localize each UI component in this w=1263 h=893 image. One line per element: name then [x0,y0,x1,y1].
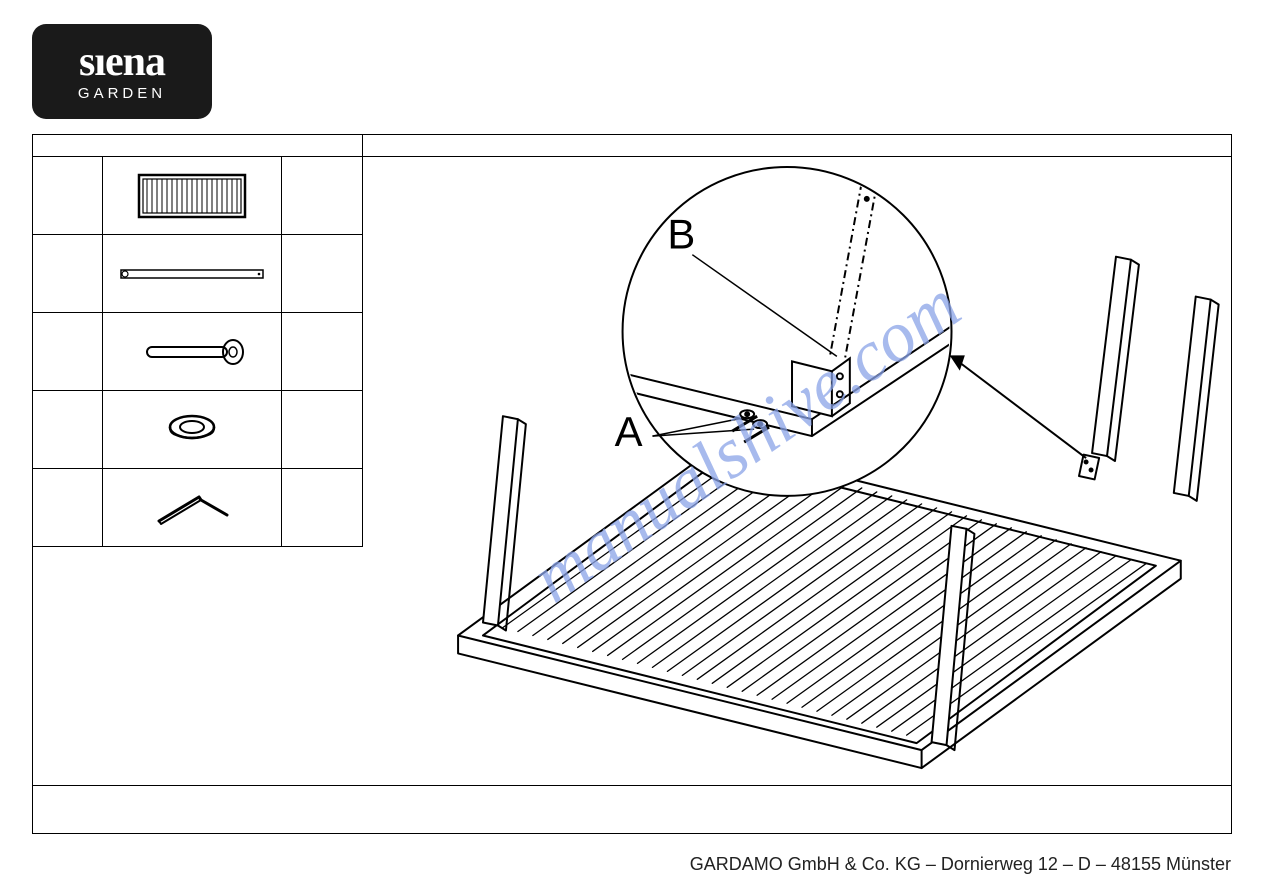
callout-a: A [615,408,643,455]
allen-key-icon [103,469,282,546]
parts-row [33,469,362,547]
brand-sub: GARDEN [78,85,166,102]
parts-row [33,157,362,235]
parts-cell-id [33,391,103,468]
washer-icon [103,391,282,468]
parts-cell-qty [282,391,362,468]
callout-b: B [667,211,695,258]
assembly-diagram: B A [363,157,1231,785]
parts-header [33,135,362,157]
diagram-svg: B A [363,157,1231,785]
parts-row [33,235,362,313]
footer-text: GARDAMO GmbH & Co. KG – Dornierweg 12 – … [690,854,1231,875]
bolt-icon [103,313,282,390]
parts-row [33,313,362,391]
parts-cell-id [33,469,103,546]
page: sıena GARDEN [0,0,1263,893]
brand-name: sıena [79,41,165,83]
parts-cell-id [33,157,103,234]
parts-cell-qty [282,469,362,546]
leg-icon [103,235,282,312]
main-frame: B A [32,134,1232,834]
parts-cell-qty [282,313,362,390]
brand-logo: sıena GARDEN [32,24,212,119]
parts-cell-qty [282,235,362,312]
diagram-header-strip [363,135,1231,157]
tabletop-icon [103,157,282,234]
frame-footer-strip [33,785,1231,833]
parts-cell-id [33,313,103,390]
parts-cell-id [33,235,103,312]
parts-list [33,135,363,547]
parts-cell-qty [282,157,362,234]
parts-row [33,391,362,469]
